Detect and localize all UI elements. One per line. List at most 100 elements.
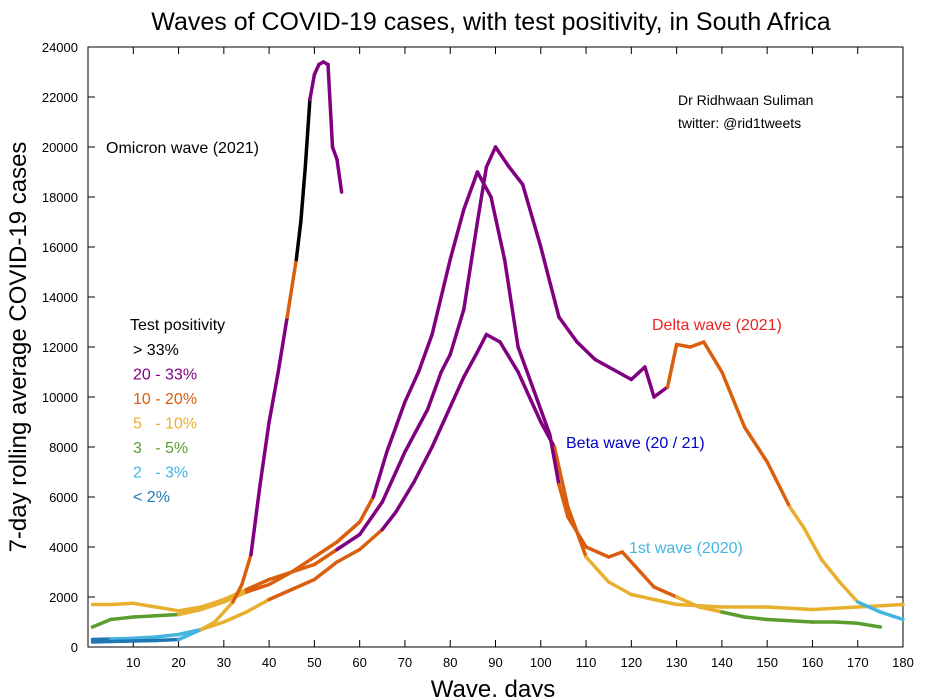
series-0-segment (394, 480, 416, 514)
x-tick-label: 140 (711, 655, 733, 670)
series-3 (90, 60, 344, 644)
series-2-segment (742, 425, 769, 464)
series-1-segment (502, 257, 520, 349)
series-2-segment (606, 365, 625, 377)
series-1-segment (244, 577, 271, 592)
series-2-segment (176, 607, 203, 617)
y-tick-label: 10000 (42, 390, 78, 405)
series-0-segment (606, 580, 634, 597)
y-tick-label: 6000 (49, 490, 78, 505)
y-tick-label: 2000 (49, 590, 78, 605)
legend-title: Test positivity (130, 317, 225, 334)
series-3-segment (90, 639, 113, 644)
series-2-segment (643, 365, 656, 399)
series-2-segment (629, 365, 647, 382)
series-0-segment (312, 560, 339, 582)
series-2-segment (108, 615, 136, 622)
series-1-segment (371, 450, 389, 499)
series-2-segment (720, 370, 747, 429)
x-tick-label: 40 (262, 655, 276, 670)
series-3-segment (276, 315, 289, 374)
series-3-segment (294, 220, 303, 262)
x-tick-label: 50 (307, 655, 321, 670)
series-1-segment (154, 605, 181, 613)
series-0-segment (765, 605, 815, 612)
y-tick-label: 14000 (42, 290, 78, 305)
series-3-segment (154, 637, 181, 643)
series-1-segment (638, 570, 656, 589)
series-1-segment (697, 605, 724, 614)
ticks-layer: 10 20 30 40 50 60 70 80 90 100 110 120 130 140 150 160 1… (42, 40, 914, 670)
series-1-segment (652, 585, 679, 599)
series-1 (90, 170, 883, 629)
y-tick-label: 12000 (42, 340, 78, 355)
x-tick-label: 180 (892, 655, 914, 670)
series-3-segment (213, 600, 235, 624)
series-0-segment (629, 592, 679, 607)
series-2-segment (244, 582, 271, 594)
x-tick-label: 110 (576, 655, 597, 670)
legend-entry: 5 - 10% (133, 416, 197, 433)
series-label-0: 1st wave (2020) (629, 540, 743, 557)
legend-entry: < 2% (133, 489, 170, 506)
series-1-segment (674, 595, 702, 609)
series-0-segment (448, 375, 466, 409)
series-0-segment (357, 527, 385, 552)
x-tick-label: 170 (847, 655, 869, 670)
series-2-segment (765, 460, 792, 509)
series-1-segment (199, 597, 226, 609)
x-tick-label: 90 (488, 655, 502, 670)
series-3-segment (231, 582, 244, 604)
series-2-segment (819, 557, 842, 584)
series-2-segment (855, 600, 883, 614)
y-tick-label: 18000 (42, 190, 78, 205)
series-label-2: Delta wave (2021) (652, 317, 782, 334)
series-2-segment (801, 525, 824, 562)
series-3-segment (258, 420, 271, 487)
series-2-segment (493, 145, 511, 169)
series-1-segment (448, 207, 466, 262)
series-1-segment (430, 257, 452, 337)
series-1-segment (557, 482, 570, 519)
series-0-segment (516, 370, 543, 424)
series-3-segment (249, 482, 262, 557)
series-2-segment (131, 614, 158, 619)
series-2-segment (90, 617, 113, 629)
series-3-segment (303, 97, 312, 169)
series-1-segment (516, 345, 534, 387)
series-1-segment (765, 617, 792, 623)
y-tick-label: 16000 (42, 240, 78, 255)
series-2-segment (539, 245, 561, 319)
series-3-segment (267, 370, 280, 424)
legend-entry: 20 - 33% (133, 367, 197, 384)
series-0-segment (290, 577, 317, 592)
series-0-segment (380, 510, 398, 532)
series-2-segment (290, 562, 317, 574)
series-3-segment (330, 145, 339, 162)
series-1-segment (335, 520, 362, 544)
series-1-segment (176, 605, 203, 613)
series-2-segment (674, 342, 692, 349)
series-3-segment (199, 620, 217, 632)
series-0-segment (498, 340, 520, 374)
series-0-segment (430, 405, 452, 449)
series-3-segment (240, 552, 253, 587)
x-tick-label: 70 (398, 655, 412, 670)
x-tick-label: 130 (666, 655, 688, 670)
series-1-segment (312, 540, 339, 559)
x-tick-label: 160 (802, 655, 824, 670)
series-2-segment (878, 610, 905, 622)
series-0-segment (584, 555, 611, 584)
series-3-segment (299, 165, 308, 224)
series-0-segment (108, 636, 136, 641)
series-1-segment (833, 620, 860, 626)
series-3-segment (326, 62, 335, 149)
series-1-segment (720, 610, 747, 619)
series-2-segment (652, 385, 670, 399)
series-0-segment (244, 597, 271, 614)
y-tick-label: 8000 (49, 440, 78, 455)
series-1-segment (788, 619, 815, 624)
series-1-segment (584, 545, 611, 559)
series-1-segment (606, 550, 625, 559)
series-1-segment (108, 601, 136, 607)
